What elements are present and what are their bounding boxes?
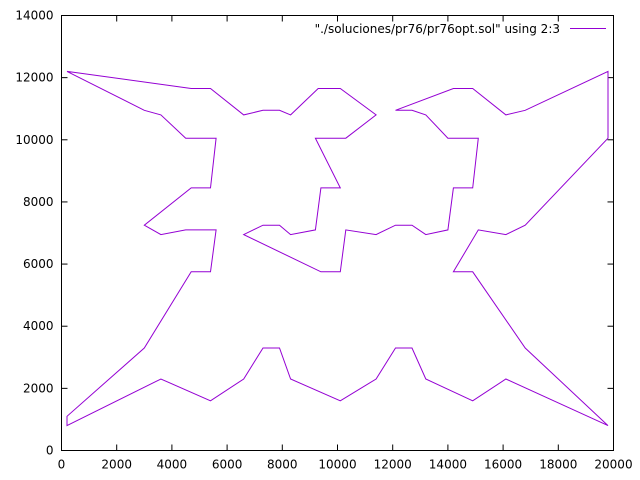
legend: "./soluciones/pr76/pr76opt.sol" using 2:… — [315, 22, 606, 36]
x-tick-label: 0 — [58, 458, 66, 472]
series-line — [66, 70, 609, 427]
x-tick-label: 18000 — [539, 458, 577, 472]
y-tick-label: 10000 — [15, 133, 53, 147]
plot-frame — [61, 15, 614, 451]
tick-labels: 0 2000 4000 6000 8000 10000 12000 14000 16000 180… — [15, 9, 632, 472]
y-tick-label: 6000 — [23, 257, 54, 271]
x-tick-label: 14000 — [429, 458, 467, 472]
x-tick-label: 6000 — [212, 458, 243, 472]
y-tick-label: 4000 — [23, 319, 54, 333]
y-tick-label: 14000 — [15, 9, 53, 23]
x-tick-label: 4000 — [157, 458, 188, 472]
x-tick-label: 10000 — [318, 458, 356, 472]
y-tick-label: 0 — [46, 444, 54, 458]
y-tick-label: 12000 — [15, 71, 53, 85]
x-tick-label: 20000 — [594, 458, 632, 472]
x-tick-label: 2000 — [101, 458, 132, 472]
legend-label: "./soluciones/pr76/pr76opt.sol" using 2:… — [315, 22, 560, 36]
x-tick-label: 16000 — [484, 458, 522, 472]
x-tick-label: 12000 — [374, 458, 412, 472]
tick-marks — [61, 15, 614, 451]
y-tick-label: 2000 — [23, 381, 54, 395]
x-tick-label: 8000 — [267, 458, 298, 472]
y-tick-label: 8000 — [23, 195, 54, 209]
